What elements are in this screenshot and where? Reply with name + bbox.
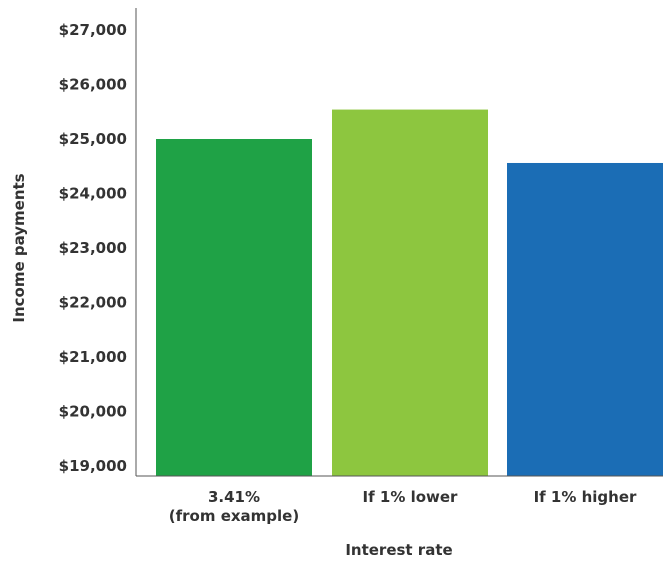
y-tick-label: $24,000 [59,185,127,203]
x-category-label: 3.41% (from example) [169,488,299,525]
bar [507,162,663,477]
y-axis-title: Income payments [10,173,28,322]
x-category-label: If 1% higher [534,488,637,506]
bar [156,139,312,476]
y-tick-label: $25,000 [59,130,127,148]
y-tick-label: $20,000 [59,403,127,421]
y-tick-label: $27,000 [59,21,127,39]
bars-group [156,109,663,477]
y-tick-label: $23,000 [59,239,127,257]
y-tick-label: $19,000 [59,457,127,475]
y-tick-label: $22,000 [59,294,127,312]
y-tick-labels: $19,000 $20,000 $21,000 $22,000 $23,000 $24,0… [59,21,127,475]
y-tick-label: $21,000 [59,348,127,366]
bar [332,109,488,476]
x-axis-title: Interest rate [345,541,452,559]
x-category-label: If 1% lower [363,488,458,506]
y-tick-label: $26,000 [59,76,127,94]
x-category-labels: 3.41% (from example) If 1% lower If 1% high… [169,488,637,525]
